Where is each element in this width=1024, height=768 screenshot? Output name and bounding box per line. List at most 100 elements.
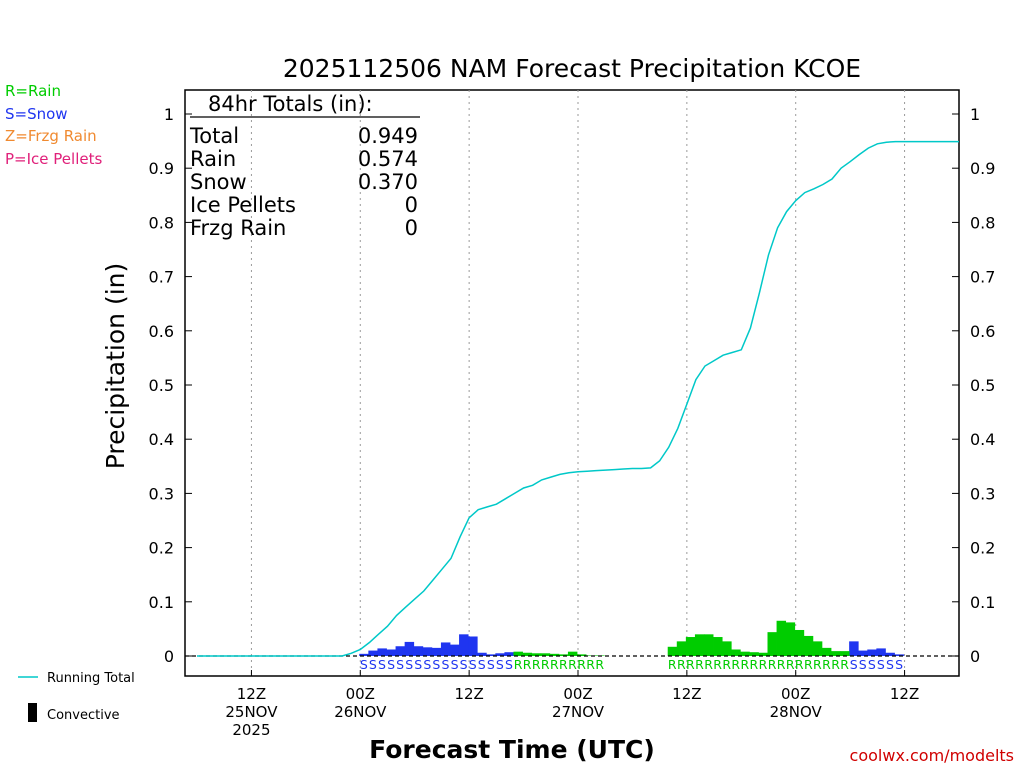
legend-convective-swatch xyxy=(28,703,37,722)
ptype-letter: S xyxy=(496,657,504,672)
ptype-letter: S xyxy=(451,657,459,672)
ptype-letter: S xyxy=(387,657,395,672)
snow-bar xyxy=(858,650,868,656)
rain-bar xyxy=(812,641,823,656)
snow-bar xyxy=(440,642,451,656)
x-tick-label: 25NOV xyxy=(225,703,278,721)
snow-bar xyxy=(495,653,505,656)
ptype-letter: R xyxy=(677,657,686,672)
rain-bar xyxy=(676,641,687,656)
ptype-letter: S xyxy=(478,657,486,672)
totals-header: 84hr Totals (in): xyxy=(208,92,373,116)
ptype-letter: R xyxy=(795,657,804,672)
rain-bar xyxy=(522,652,533,656)
snow-bar xyxy=(459,634,469,656)
y-tick-label-right: 0.3 xyxy=(970,484,995,503)
y-tick-label-left: 0 xyxy=(164,647,174,666)
y-tick-label-right: 0.1 xyxy=(970,593,995,612)
ptype-letter: S xyxy=(895,657,903,672)
rain-bar xyxy=(704,634,714,656)
totals-box: 84hr Totals (in): Total 0.949 Rain 0.574… xyxy=(189,92,420,240)
footer-site-link[interactable]: coolwx.com/modelts xyxy=(850,746,1014,765)
ptype-letter: S xyxy=(396,657,404,672)
legend-snow: S=Snow xyxy=(5,105,68,123)
ptype-letter: R xyxy=(740,657,749,672)
ptype-letter: R xyxy=(786,657,795,672)
ptype-letter: R xyxy=(586,657,595,672)
bars-layer xyxy=(359,620,904,656)
rain-bar xyxy=(740,651,750,656)
snow-bar xyxy=(450,644,460,656)
rain-bar xyxy=(840,651,850,656)
ptype-letter: R xyxy=(668,657,677,672)
legend-ice-pellets: P=Ice Pellets xyxy=(5,150,102,168)
rain-bar xyxy=(549,653,560,656)
x-tick-label: 26NOV xyxy=(334,703,387,721)
snow-bar xyxy=(368,650,378,656)
totals-value-ice-pellets: 0 xyxy=(405,193,418,217)
rain-bar xyxy=(513,651,523,656)
y-tick-label-right: 0.6 xyxy=(970,322,995,341)
snow-bar xyxy=(413,646,424,656)
ptype-letter: R xyxy=(713,657,722,672)
rain-bar xyxy=(694,634,705,656)
rain-bar xyxy=(685,637,696,656)
ptype-letter: R xyxy=(731,657,740,672)
ptype-letter: S xyxy=(432,657,440,672)
y-axis-label: Precipitation (in) xyxy=(101,263,130,470)
rain-bar xyxy=(785,622,796,656)
y-tick-label-left: 1 xyxy=(164,105,174,124)
rain-bar xyxy=(577,654,587,656)
ptype-letter: R xyxy=(595,657,604,672)
x-tick-label: 00Z xyxy=(781,685,810,703)
snow-bar xyxy=(894,654,904,656)
y-tick-label-left: 0.2 xyxy=(149,539,174,558)
ptype-letter: R xyxy=(577,657,586,672)
x-tick-label: 12Z xyxy=(890,685,919,703)
ptype-letter: R xyxy=(523,657,532,672)
y-tick-label-right: 0.9 xyxy=(970,159,995,178)
ptype-letter: S xyxy=(850,657,858,672)
rain-bar xyxy=(776,620,787,656)
ptype-letter: R xyxy=(777,657,786,672)
totals-label-snow: Snow xyxy=(190,170,247,194)
rain-bar xyxy=(713,637,723,656)
y-tick-label-left: 0.1 xyxy=(149,593,174,612)
totals-value-total: 0.949 xyxy=(358,124,418,148)
rain-bar xyxy=(558,654,569,656)
y-tick-label-right: 0.8 xyxy=(970,213,995,232)
plot-frame xyxy=(184,89,960,677)
ptype-letter: S xyxy=(469,657,477,672)
snow-bar xyxy=(386,649,396,656)
ptype-letter: R xyxy=(813,657,822,672)
rain-bar xyxy=(667,646,678,656)
ptype-letter: R xyxy=(541,657,550,672)
legend-running-total: Running Total xyxy=(47,671,135,686)
ptype-letter: S xyxy=(414,657,422,672)
y-tick-label-right: 0.5 xyxy=(970,376,995,395)
ptype-letter: R xyxy=(759,657,768,672)
ptype-letter: R xyxy=(831,657,840,672)
snow-bar xyxy=(477,652,487,656)
ptype-letter: S xyxy=(487,657,495,672)
x-tick-label: 2025 xyxy=(232,721,270,739)
x-tick-label: 28NOV xyxy=(770,703,823,721)
ptype-letter: R xyxy=(750,657,759,672)
snow-bar xyxy=(468,636,478,656)
y-tick-label-left: 0.3 xyxy=(149,484,174,503)
ptype-letter: S xyxy=(378,657,386,672)
rain-bar xyxy=(821,647,832,656)
rain-bar xyxy=(767,632,777,656)
ptype-letter: R xyxy=(722,657,731,672)
totals-value-frzg-rain: 0 xyxy=(405,216,418,240)
y-tick-label-left: 0.7 xyxy=(149,268,174,287)
x-tick-label: 00Z xyxy=(563,685,592,703)
snow-bar xyxy=(504,652,514,656)
snow-bar xyxy=(377,648,387,656)
ptype-letter: S xyxy=(460,657,468,672)
ptype-letter: R xyxy=(550,657,559,672)
y-tick-label-left: 0.8 xyxy=(149,213,174,232)
totals-label-total: Total xyxy=(189,124,239,148)
y-tick-label-left: 0.5 xyxy=(149,376,174,395)
